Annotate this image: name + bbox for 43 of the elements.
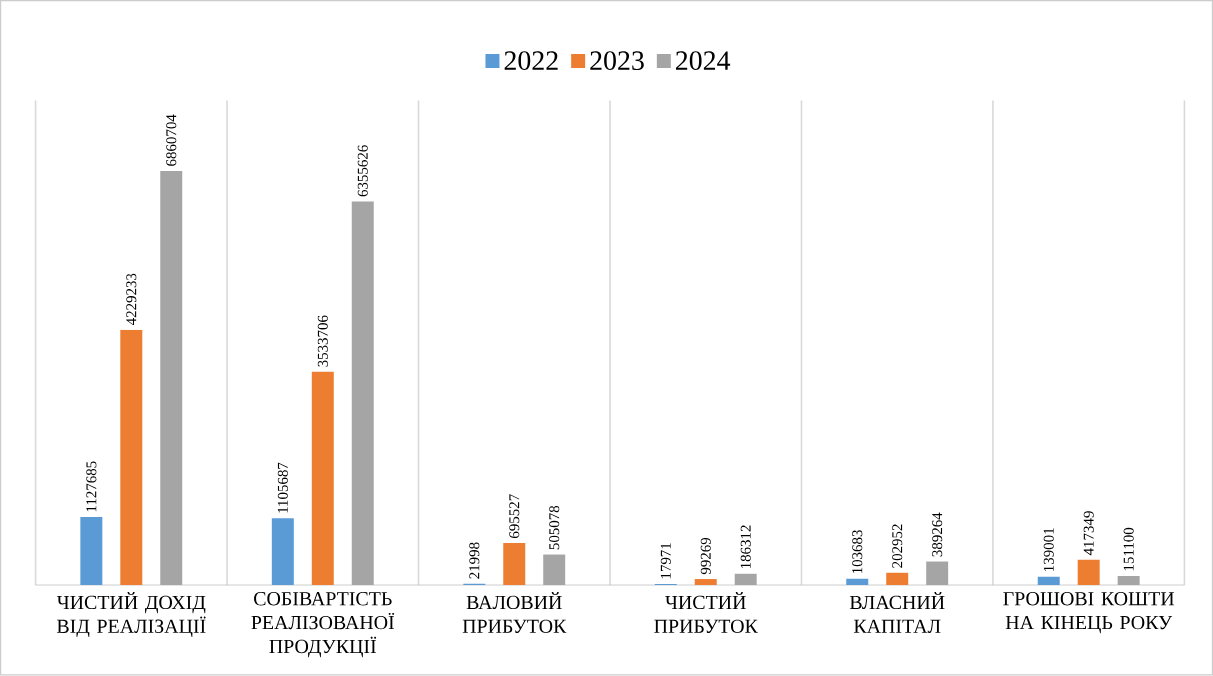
data-label: 17971	[660, 543, 671, 579]
bar	[734, 574, 757, 586]
x-tick-label: СОБІВАРТІСТЬ РЕАЛІЗОВАНОЇ ПРОДУКЦІЇ	[251, 592, 395, 658]
data-label: 103683	[852, 530, 863, 574]
x-tick-label: ГРОШОВІ КОШТИ НА КІНЕЦЬ РОКУ	[1003, 592, 1175, 634]
bar	[351, 201, 374, 586]
x-tick-label: ВЛАСНИЙ КАПІТАЛ	[849, 592, 945, 634]
legend-label: 2023	[590, 51, 644, 71]
data-label: 695527	[509, 494, 520, 539]
data-label: 505078	[549, 506, 560, 550]
bar	[1037, 576, 1060, 586]
data-label: 99269	[700, 538, 711, 575]
bar	[846, 579, 869, 586]
data-label: 1105687	[277, 462, 288, 513]
bar	[271, 518, 294, 586]
x-tick-label: ЧИСТИЙ ПРИБУТОК	[654, 592, 758, 634]
data-label: 139001	[1043, 528, 1054, 572]
bar	[311, 371, 334, 586]
data-label: 202952	[892, 524, 903, 568]
data-label: 6355626	[357, 145, 368, 197]
bar	[1117, 576, 1140, 586]
legend-label: 2022	[504, 51, 558, 71]
legend-label: 2024	[676, 51, 731, 71]
data-label: 4229233	[126, 273, 137, 326]
data-label: 389264	[932, 512, 943, 557]
bar	[80, 517, 103, 586]
bar	[926, 561, 949, 586]
data-label: 3533706	[317, 315, 328, 367]
bar	[694, 579, 717, 586]
data-label: 417349	[1083, 511, 1094, 556]
data-label: 186312	[740, 525, 751, 569]
x-tick-label: ЧИСТИЙ ДОХІД ВІД РЕАЛІЗАЦІЇ	[56, 592, 206, 638]
bar	[1077, 560, 1100, 586]
bar	[886, 573, 909, 586]
bar	[503, 543, 526, 586]
data-label: 1127685	[86, 461, 97, 512]
data-label: 151100	[1123, 528, 1134, 571]
bar	[160, 171, 183, 586]
data-label: 6860704	[166, 114, 177, 167]
data-label: 21998	[469, 542, 480, 579]
x-tick-label: ВАЛОВИЙ ПРИБУТОК	[462, 592, 567, 634]
bar	[543, 554, 566, 586]
bar	[120, 329, 143, 586]
